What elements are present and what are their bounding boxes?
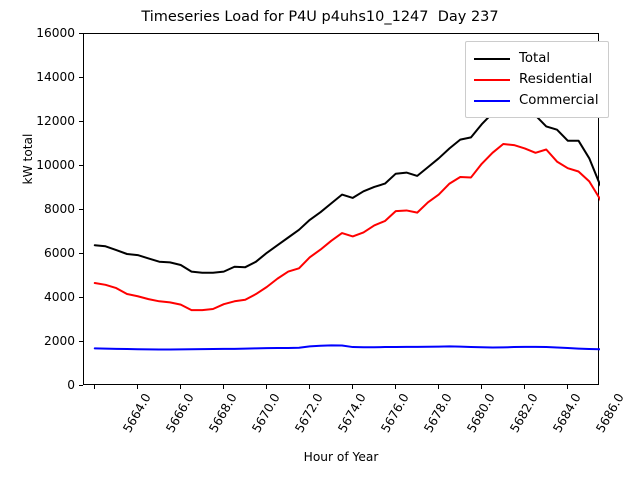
x-tick-label: 5680.0 — [464, 391, 498, 435]
x-tick-mark — [93, 385, 95, 389]
legend-label: Total — [519, 51, 551, 66]
y-tick-mark — [79, 77, 83, 78]
x-tick-mark — [308, 385, 310, 389]
x-tick-mark — [351, 385, 353, 389]
legend-swatch-total — [474, 57, 510, 60]
series-line-residential — [93, 143, 600, 312]
y-tick-label: 8000 — [43, 202, 75, 216]
x-tick-mark — [480, 385, 482, 389]
series-line-commercial — [93, 344, 600, 351]
x-tick-label: 5670.0 — [249, 391, 283, 435]
y-tick-label: 16000 — [36, 26, 75, 40]
y-axis-label: kW total — [21, 133, 35, 185]
y-tick-label: 12000 — [36, 114, 75, 128]
plot-area — [83, 33, 600, 385]
x-tick-label: 5676.0 — [378, 391, 412, 435]
x-tick-label: 5674.0 — [335, 391, 369, 435]
legend-swatch-residential — [474, 78, 510, 81]
x-tick-label: 5668.0 — [206, 391, 240, 435]
x-tick-mark — [437, 385, 439, 389]
x-tick-mark — [179, 385, 181, 389]
y-tick-label: 4000 — [43, 290, 75, 304]
y-tick-label: 2000 — [43, 334, 75, 348]
x-tick-mark — [136, 385, 138, 389]
x-tick-label: 5664.0 — [120, 391, 154, 435]
x-tick-mark — [566, 385, 568, 389]
x-tick-label: 5666.0 — [163, 391, 197, 435]
y-tick-mark — [79, 297, 83, 298]
y-tick-mark — [79, 209, 83, 210]
y-tick-mark — [79, 165, 83, 166]
legend-label: Residential — [519, 72, 593, 87]
chart-title: Timeseries Load for P4U p4uhs10_1247 Day… — [141, 9, 499, 25]
x-tick-label: 5684.0 — [550, 391, 584, 435]
x-tick-label: 5682.0 — [507, 391, 541, 435]
legend-item-residential[interactable]: Residential — [474, 69, 599, 90]
series-line-total — [93, 104, 600, 274]
chart-legend: Total Residential Commercial — [465, 41, 609, 118]
x-axis-label: Hour of Year — [303, 450, 379, 464]
legend-item-commercial[interactable]: Commercial — [474, 90, 599, 111]
y-tick-label: 0 — [67, 378, 75, 392]
x-tick-mark — [523, 385, 525, 389]
y-tick-label: 14000 — [36, 70, 75, 84]
legend-item-total[interactable]: Total — [474, 48, 599, 69]
y-tick-mark — [79, 253, 83, 254]
y-tick-mark — [79, 385, 83, 386]
x-tick-mark — [394, 385, 396, 389]
x-tick-label: 5678.0 — [421, 391, 455, 435]
legend-swatch-commercial — [474, 99, 510, 102]
plot-lines — [93, 104, 600, 351]
y-tick-label: 10000 — [36, 158, 75, 172]
y-tick-mark — [79, 341, 83, 342]
x-tick-mark — [265, 385, 267, 389]
x-tick-mark — [222, 385, 224, 389]
y-tick-label: 6000 — [43, 246, 75, 260]
legend-label: Commercial — [519, 93, 599, 108]
x-tick-label: 5672.0 — [292, 391, 326, 435]
y-tick-mark — [79, 121, 83, 122]
x-tick-label: 5686.0 — [593, 391, 627, 435]
y-tick-mark — [79, 33, 83, 34]
